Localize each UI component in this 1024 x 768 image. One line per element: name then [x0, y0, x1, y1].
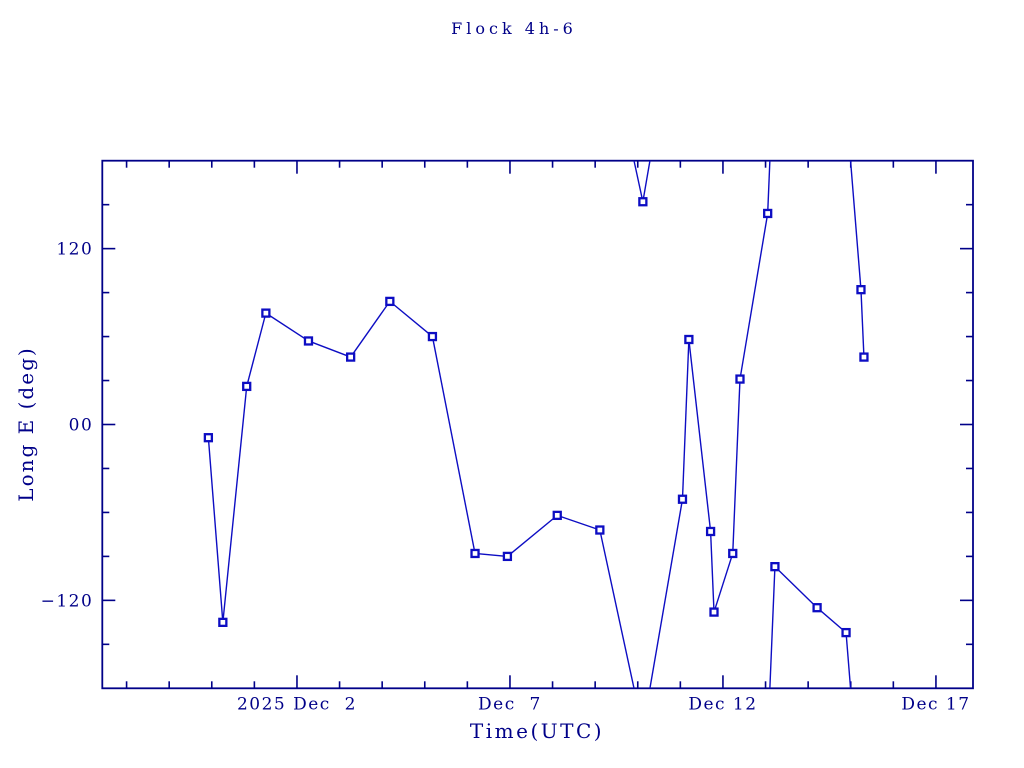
x-tick-label: 2025 Dec 2 — [237, 694, 357, 714]
data-point-marker — [470, 548, 480, 559]
data-point-marker — [218, 617, 228, 627]
data-point-marker — [303, 336, 314, 346]
data-point-marker — [770, 562, 780, 572]
data-point-marker — [261, 308, 271, 318]
data-line-segment — [222, 386, 248, 623]
data-line-segment — [774, 566, 818, 609]
data-line-segment — [816, 607, 847, 634]
data-line-segment — [557, 514, 601, 531]
data-line-segment — [860, 289, 865, 358]
data-point-marker — [763, 208, 773, 219]
data-point-marker — [502, 551, 513, 562]
data-line-segment — [474, 552, 508, 558]
data-point-marker — [684, 334, 694, 345]
data-point-marker — [728, 548, 738, 559]
data-point-marker — [552, 510, 562, 521]
data-point-marker — [705, 526, 716, 537]
y-tick-label: −120 — [41, 591, 94, 611]
data-line-segment — [849, 160, 862, 290]
x-tick-label: Dec 7 — [478, 694, 542, 714]
x-tick-label: Dec 17 — [901, 694, 970, 714]
data-point-marker — [856, 285, 866, 295]
data-point-marker — [735, 374, 745, 384]
data-line-segment — [350, 300, 391, 358]
chart-title: Flock 4h-6 — [451, 19, 577, 38]
plot-frame — [101, 159, 974, 690]
data-line-segment — [709, 531, 715, 613]
data-line-segment — [207, 437, 224, 623]
data-point-marker — [242, 381, 252, 392]
data-point-marker — [345, 352, 356, 362]
data-line-segment — [739, 213, 769, 380]
data-line-segment — [713, 553, 734, 613]
data-line-segment — [246, 312, 267, 387]
data-line-segment — [732, 379, 741, 554]
data-series — [203, 160, 869, 689]
data-point-marker — [427, 331, 438, 342]
data-line-segment — [265, 312, 309, 342]
x-tick-label: Dec 12 — [688, 694, 757, 714]
data-point-marker — [859, 352, 869, 362]
data-point-marker — [595, 525, 605, 535]
data-point-marker — [812, 603, 822, 613]
data-line-segment — [642, 160, 651, 202]
data-point-marker — [677, 494, 688, 504]
data-line-segment — [389, 300, 433, 338]
data-point-marker — [709, 607, 719, 617]
y-axis-label: Long E (deg) — [14, 346, 38, 502]
data-line-segment — [688, 339, 712, 532]
data-line-segment — [649, 499, 684, 689]
data-point-marker — [203, 433, 214, 443]
data-line-segment — [845, 632, 852, 689]
x-axis-label: Time(UTC) — [469, 719, 605, 743]
data-point-marker — [385, 296, 395, 307]
data-point-marker — [638, 197, 648, 207]
data-point-marker — [841, 627, 851, 638]
axis-ticks — [102, 160, 973, 689]
data-line-segment — [769, 566, 776, 689]
y-tick-label: 120 — [56, 240, 93, 260]
data-line-segment — [633, 160, 644, 202]
data-line-segment — [766, 160, 771, 214]
data-line-segment — [308, 340, 351, 358]
data-line-segment — [431, 336, 476, 554]
y-tick-label: 00 — [69, 416, 94, 436]
data-line-segment — [506, 514, 558, 557]
data-line-segment — [681, 339, 690, 500]
data-line-segment — [599, 529, 635, 689]
